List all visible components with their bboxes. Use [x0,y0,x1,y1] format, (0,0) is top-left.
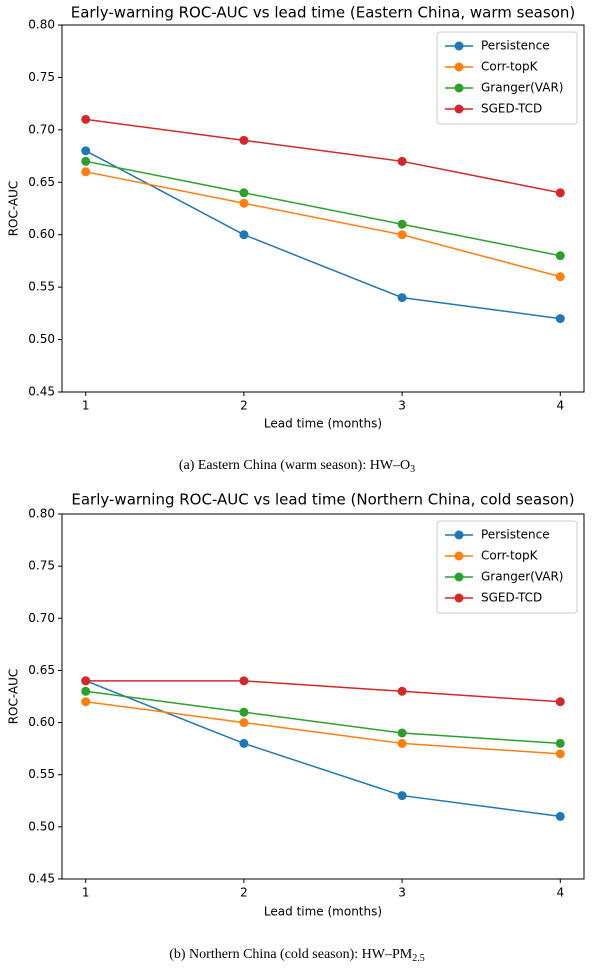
data-point [81,167,91,177]
data-point [239,676,249,686]
y-tick-label: 0.65 [28,175,55,189]
x-tick-label: 3 [398,886,406,900]
series-line [85,171,561,278]
legend-marker [454,41,464,51]
data-point [81,146,91,156]
data-point [397,230,407,240]
data-point [81,114,91,124]
x-tick-label: 1 [82,886,90,900]
legend-marker [454,62,464,72]
x-tick-label: 4 [556,886,564,900]
plot-frame [61,24,585,393]
data-point [397,156,407,166]
data-point [555,188,565,198]
data-point [555,314,565,324]
data-point [555,251,565,261]
x-tick-label: 2 [240,399,248,413]
y-tick-label: 0.45 [28,872,55,886]
data-point [397,728,407,738]
x-tick-label: 3 [398,399,406,413]
data-point [555,749,565,759]
data-point [239,198,249,208]
caption-text: (b) Northern China (cold season): HW–PM [169,947,413,962]
legend-marker [454,593,464,603]
data-point [555,738,565,748]
legend-label: Corr-topK [481,549,539,563]
chart: Early-warning ROC-AUC vs lead time (Nort… [7,491,585,964]
y-tick-label: 0.75 [28,70,55,84]
data-point [81,156,91,166]
chart-title: Early-warning ROC-AUC vs lead time (Nort… [71,491,574,509]
legend-label: Granger(VAR) [481,81,563,95]
series-line [85,680,561,703]
y-tick-label: 0.80 [28,18,55,32]
y-tick-label: 0.60 [28,715,55,729]
caption: (a) Eastern China (warm season): HW–O3 [179,458,415,475]
y-tick-label: 0.60 [28,227,55,241]
series-line [85,150,561,320]
series-line [85,118,561,194]
data-point [239,738,249,748]
y-tick-label: 0.70 [28,122,55,136]
data-point [239,135,249,145]
legend-box [436,520,578,614]
y-tick-label: 0.50 [28,332,55,346]
legend-marker [454,530,464,540]
legend-marker [454,551,464,561]
legend-label: SGED-TCD [481,591,542,605]
y-tick-label: 0.55 [28,767,55,781]
data-point [397,293,407,303]
y-axis-label: ROC-AUC [7,669,21,725]
x-axis-label: Lead time (months) [264,905,382,919]
data-point [81,676,91,686]
series-line [85,690,561,745]
data-point [239,707,249,717]
plot-frame [61,513,585,880]
data-point [397,219,407,229]
legend-label: SGED-TCD [481,102,542,116]
legend-label: Corr-topK [481,60,539,74]
x-tick-label: 4 [556,399,564,413]
x-tick-label: 2 [240,886,248,900]
y-tick-label: 0.65 [28,663,55,677]
legend-marker [454,104,464,114]
legend-label: Persistence [481,528,550,542]
y-tick-label: 0.45 [28,385,55,399]
caption-subscript: 3 [410,464,415,475]
series-line [85,160,561,257]
series-line [85,700,561,755]
legend-marker [454,572,464,582]
y-tick-label: 0.70 [28,611,55,625]
caption: (b) Northern China (cold season): HW–PM2… [169,947,425,964]
y-tick-label: 0.80 [28,507,55,521]
data-point [397,791,407,801]
data-point [555,697,565,707]
caption-text: (a) Eastern China (warm season): HW–O [179,458,410,473]
legend-label: Granger(VAR) [481,570,563,584]
data-point [397,686,407,696]
legend-marker [454,83,464,93]
y-axis-label: ROC-AUC [7,181,21,237]
data-point [555,811,565,821]
data-point [239,188,249,198]
data-point [239,718,249,728]
data-point [555,272,565,282]
legend-label: Persistence [481,39,550,53]
x-tick-label: 1 [82,399,90,413]
data-point [81,697,91,707]
y-tick-label: 0.50 [28,819,55,833]
y-tick-label: 0.55 [28,280,55,294]
legend-box [436,31,578,125]
data-point [239,230,249,240]
data-point [81,686,91,696]
y-tick-label: 0.75 [28,559,55,573]
chart-title: Early-warning ROC-AUC vs lead time (East… [71,4,575,22]
x-axis-label: Lead time (months) [264,417,382,431]
data-point [397,738,407,748]
caption-subscript: 2.5 [412,953,425,964]
chart: Early-warning ROC-AUC vs lead time (East… [7,4,585,475]
